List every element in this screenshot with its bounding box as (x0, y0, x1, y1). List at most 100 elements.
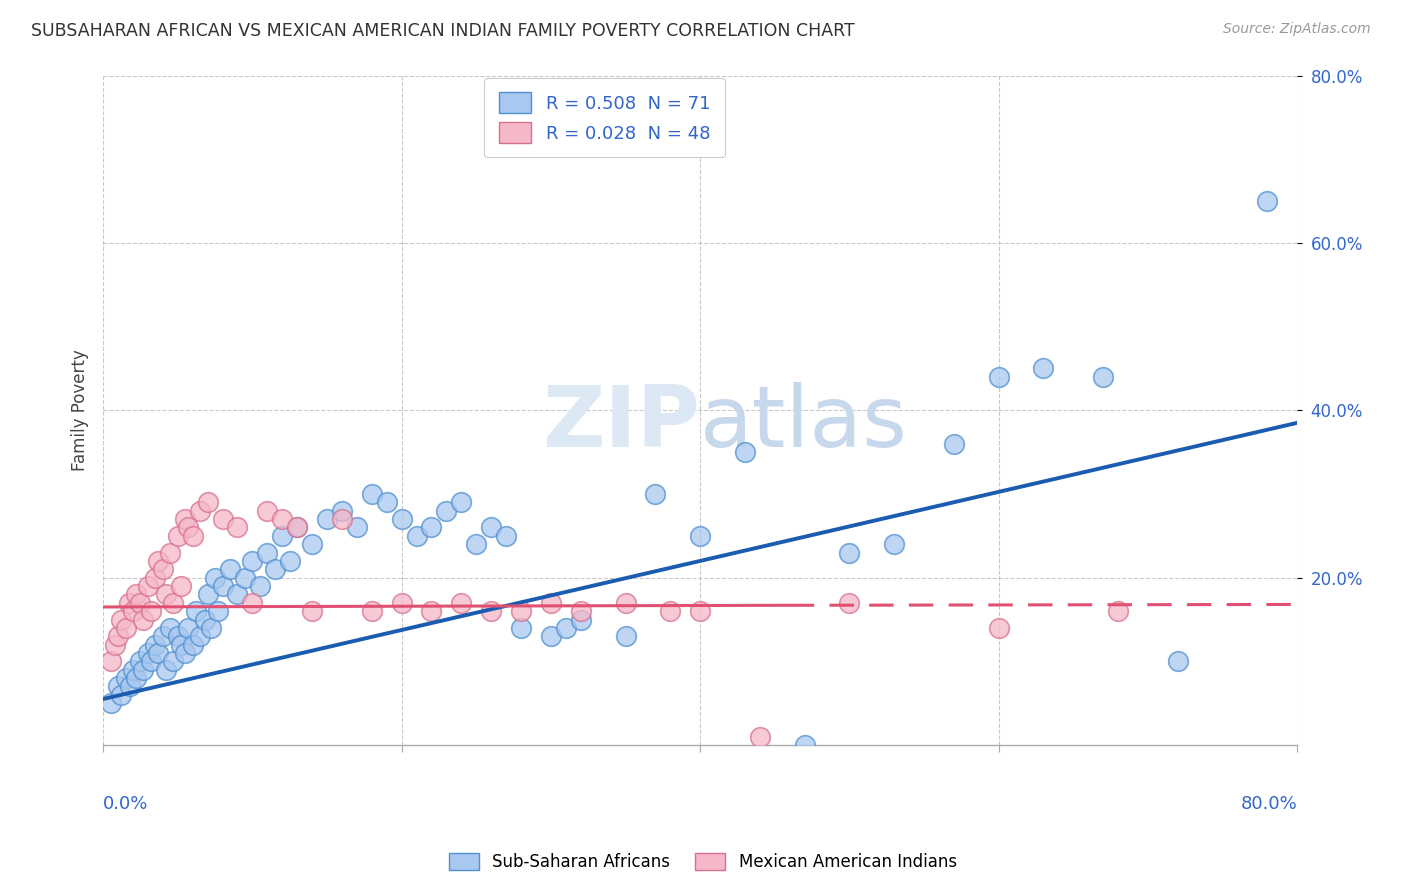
Point (211, 512, 233, 526)
Point (420, 520, 443, 534)
Point (285, 520, 308, 534)
Point (159, 621, 181, 635)
Point (118, 680, 141, 694)
Legend: Sub-Saharan Africans, Mexican American Indians: Sub-Saharan Africans, Mexican American I… (440, 845, 966, 880)
Point (162, 654, 184, 668)
Point (256, 545, 278, 559)
Point (838, 545, 860, 559)
Point (104, 638, 127, 652)
Point (204, 571, 226, 585)
Point (100, 696, 122, 710)
Point (436, 504, 458, 518)
Point (207, 604, 229, 618)
Point (107, 629, 129, 643)
Point (226, 520, 249, 534)
Point (129, 654, 152, 668)
Y-axis label: Family Poverty: Family Poverty (72, 350, 89, 471)
Point (170, 579, 193, 593)
Point (450, 596, 472, 610)
Point (301, 604, 323, 618)
Point (166, 529, 188, 543)
Point (271, 512, 294, 526)
Point (301, 537, 323, 551)
Point (132, 613, 155, 627)
Point (197, 587, 219, 601)
Point (479, 520, 502, 534)
Point (495, 529, 517, 543)
Point (136, 579, 159, 593)
Point (1167, 654, 1189, 668)
Point (177, 621, 200, 635)
Point (987, 621, 1010, 635)
Point (614, 629, 637, 643)
Point (139, 604, 162, 618)
Point (136, 646, 159, 660)
Point (194, 613, 217, 627)
Point (1107, 604, 1129, 618)
Point (554, 621, 576, 635)
Point (107, 680, 129, 694)
Point (360, 487, 382, 501)
Point (117, 596, 139, 610)
Point (125, 587, 148, 601)
Text: ZIP: ZIP (543, 382, 700, 465)
Legend: R = 0.508  N = 71, R = 0.028  N = 48: R = 0.508 N = 71, R = 0.028 N = 48 (485, 78, 725, 158)
Point (242, 554, 264, 568)
Point (540, 596, 562, 610)
Point (793, 738, 815, 752)
Point (256, 504, 278, 518)
Point (263, 562, 285, 576)
Point (360, 604, 382, 618)
Point (1256, 194, 1278, 208)
Point (942, 436, 965, 450)
Point (139, 654, 162, 668)
Point (129, 596, 152, 610)
Point (145, 571, 167, 585)
Point (987, 369, 1010, 384)
Point (211, 579, 233, 593)
Point (188, 504, 211, 518)
Point (125, 671, 148, 685)
Point (405, 529, 427, 543)
Text: 0.0%: 0.0% (103, 796, 149, 814)
Point (689, 529, 711, 543)
Point (219, 562, 242, 576)
Point (152, 562, 174, 576)
Point (159, 545, 181, 559)
Point (391, 512, 413, 526)
Point (170, 638, 193, 652)
Text: SUBSAHARAN AFRICAN VS MEXICAN AMERICAN INDIAN FAMILY POVERTY CORRELATION CHART: SUBSAHARAN AFRICAN VS MEXICAN AMERICAN I… (31, 22, 855, 40)
Point (479, 604, 502, 618)
Point (734, 445, 756, 459)
Point (114, 621, 136, 635)
Point (748, 730, 770, 744)
Point (197, 495, 219, 509)
Point (569, 613, 592, 627)
Point (184, 604, 207, 618)
Point (242, 596, 264, 610)
Point (145, 638, 167, 652)
Point (152, 629, 174, 643)
Point (346, 520, 368, 534)
Point (391, 596, 413, 610)
Point (1092, 369, 1115, 384)
Text: atlas: atlas (700, 382, 908, 465)
Point (644, 487, 666, 501)
Point (278, 554, 301, 568)
Point (285, 520, 308, 534)
Point (1032, 361, 1054, 376)
Point (569, 604, 592, 618)
Point (375, 495, 398, 509)
Point (465, 537, 488, 551)
Point (174, 646, 197, 660)
Point (122, 604, 145, 618)
Point (155, 587, 177, 601)
Point (110, 688, 132, 702)
Point (540, 629, 562, 643)
Point (659, 604, 682, 618)
Point (110, 613, 132, 627)
Point (181, 529, 204, 543)
Point (177, 520, 200, 534)
Point (200, 621, 222, 635)
Point (330, 512, 353, 526)
